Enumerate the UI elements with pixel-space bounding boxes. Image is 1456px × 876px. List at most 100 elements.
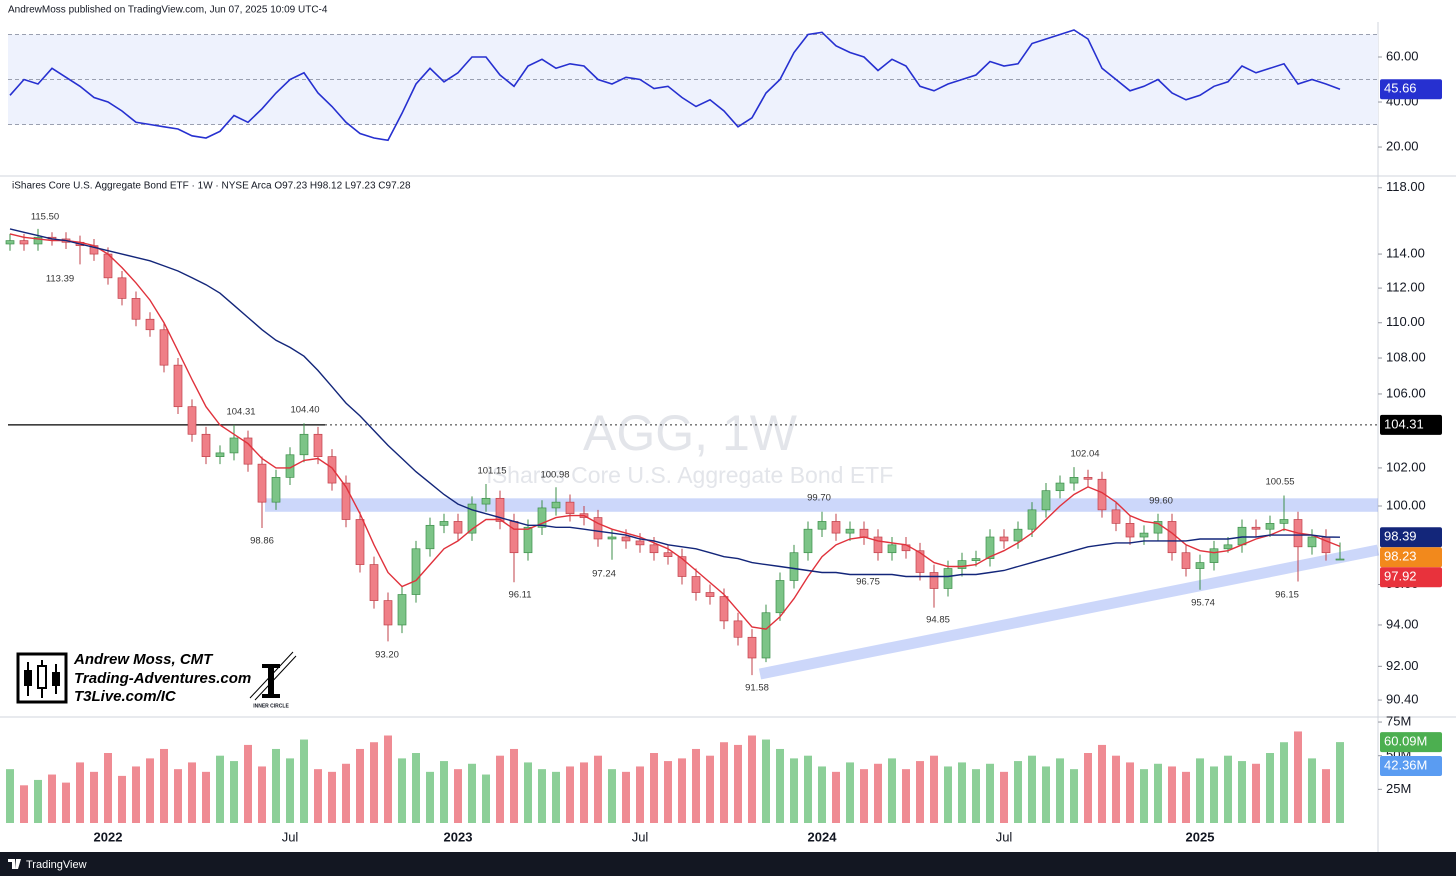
- volume-bar: [188, 762, 196, 823]
- y-tick-label: 118.00: [1386, 179, 1425, 194]
- volume-bar: [860, 769, 868, 823]
- candle-body: [845, 528, 855, 534]
- author-site: Trading-Adventures.com: [74, 670, 251, 687]
- volume-bar: [216, 755, 224, 823]
- x-tick-label: 2024: [808, 829, 838, 844]
- publisher-line: AndrewMoss published on TradingView.com,…: [8, 5, 328, 16]
- volume-bar: [636, 766, 644, 823]
- candle-body: [985, 536, 995, 559]
- volume-bar: [958, 762, 966, 823]
- candle-body: [565, 501, 575, 515]
- candle-body: [327, 456, 337, 484]
- logo-icon: [52, 672, 60, 686]
- candle-body: [341, 482, 351, 520]
- volume-bar: [90, 771, 98, 823]
- logo-icon: [37, 665, 47, 689]
- price-tag-bg: [1380, 414, 1442, 435]
- volume-bar: [608, 769, 616, 823]
- volume-bar: [706, 755, 714, 823]
- candle-body: [733, 620, 743, 638]
- price-annotation: 104.31: [226, 407, 255, 418]
- y-tick-label: 114.00: [1386, 245, 1425, 260]
- candle-body: [201, 433, 211, 457]
- x-tick-label: 2022: [94, 829, 123, 844]
- candle-body: [355, 519, 365, 565]
- volume-bar: [622, 771, 630, 823]
- volume-bar: [510, 748, 518, 823]
- volume-bar: [1112, 755, 1120, 823]
- volume-bar: [1280, 742, 1288, 823]
- candle-body: [999, 536, 1009, 542]
- logo-icon: [24, 670, 32, 686]
- volume-bar: [356, 748, 364, 823]
- volume-bar: [790, 758, 798, 823]
- candle-body: [635, 540, 645, 546]
- footer-brand: TradingView: [26, 859, 87, 871]
- volume-bar: [664, 761, 672, 823]
- candle-body: [1251, 526, 1261, 530]
- volume-bar: [1182, 771, 1190, 823]
- price-annotation: 100.55: [1265, 477, 1294, 488]
- author-link: T3Live.com/IC: [74, 688, 177, 705]
- footer-bar: [0, 852, 1456, 876]
- price-annotation: 99.70: [807, 493, 831, 504]
- moving-average: [9, 228, 1341, 578]
- volume-bar: [398, 758, 406, 823]
- volume-tag-bg: [1380, 755, 1442, 776]
- badge-text: INNER CIRCLE: [253, 703, 289, 709]
- volume-bar: [370, 742, 378, 823]
- volume-bar: [1210, 766, 1218, 823]
- volume-bar: [1308, 758, 1316, 823]
- volume-bar: [916, 761, 924, 823]
- candle-body: [243, 437, 253, 465]
- volume-bar: [1322, 769, 1330, 823]
- volume-bar: [832, 771, 840, 823]
- candle-body: [495, 497, 505, 522]
- price-annotation: 102.04: [1070, 449, 1099, 460]
- candle-body: [551, 501, 561, 509]
- candle-body: [663, 552, 673, 558]
- y-tick-label: 75M: [1386, 713, 1411, 728]
- candle-body: [1055, 482, 1065, 492]
- candle-body: [229, 437, 239, 454]
- volume-bar: [76, 762, 84, 823]
- author-name: Andrew Moss, CMT: [73, 651, 214, 668]
- volume-bar: [1140, 769, 1148, 823]
- candle-body: [943, 568, 953, 589]
- volume-bar: [174, 769, 182, 823]
- volume-bar: [1098, 744, 1106, 823]
- candle-body: [257, 463, 267, 503]
- y-tick-label: 20.00: [1386, 138, 1419, 153]
- volume-bar: [678, 758, 686, 823]
- price-tag-bg: [1380, 527, 1442, 548]
- y-tick-label: 108.00: [1386, 349, 1426, 364]
- volume-bar: [748, 735, 756, 823]
- candle-body: [1181, 552, 1191, 569]
- candle-body: [971, 558, 981, 561]
- volume-bar: [482, 774, 490, 823]
- candle-body: [313, 433, 323, 457]
- volume-bar: [1336, 742, 1344, 823]
- y-tick-label: 92.00: [1386, 658, 1419, 673]
- volume-bar: [300, 739, 308, 823]
- rsi-value-tag: 45.66: [1384, 81, 1417, 96]
- rsi-value-tag-bg: [1380, 79, 1442, 100]
- volume-bar: [1168, 766, 1176, 823]
- candle-body: [1195, 562, 1205, 569]
- candle-body: [677, 556, 687, 577]
- volume-tag-bg: [1380, 732, 1442, 753]
- volume-bar: [580, 762, 588, 823]
- volume-bar: [34, 779, 42, 823]
- volume-bar: [720, 742, 728, 823]
- trend-line: [758, 544, 1380, 680]
- volume-bar: [524, 762, 532, 823]
- volume-tag: 60.09M: [1384, 734, 1427, 749]
- volume-bar: [902, 769, 910, 823]
- x-tick-label: Jul: [282, 829, 299, 844]
- volume-bar: [930, 755, 938, 823]
- price-annotation: 98.86: [250, 536, 274, 547]
- volume-bar: [202, 771, 210, 823]
- candle-body: [775, 580, 785, 614]
- price-tag-bg: [1380, 547, 1442, 568]
